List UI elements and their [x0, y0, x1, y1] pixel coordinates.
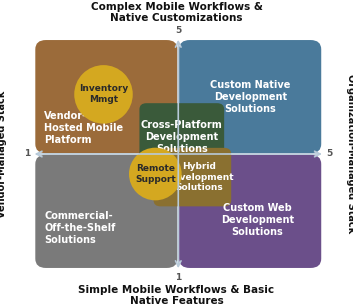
FancyBboxPatch shape: [35, 155, 178, 268]
Ellipse shape: [74, 65, 133, 124]
Text: Hybrid
Development
Solutions: Hybrid Development Solutions: [166, 162, 233, 192]
Text: Inventory
Mmgt: Inventory Mmgt: [79, 84, 128, 104]
FancyBboxPatch shape: [139, 103, 224, 171]
Text: Simple Mobile Workflows & Basic
Native Features: Simple Mobile Workflows & Basic Native F…: [78, 285, 275, 306]
Text: Custom Web
Development
Solutions: Custom Web Development Solutions: [221, 203, 294, 237]
Text: Organization-Managed Stack: Organization-Managed Stack: [346, 74, 353, 234]
Text: 5: 5: [175, 26, 181, 35]
FancyBboxPatch shape: [35, 40, 178, 153]
Ellipse shape: [129, 148, 182, 201]
Text: Vendor-
Hosted Mobile
Platform: Vendor- Hosted Mobile Platform: [44, 111, 123, 145]
Text: Vendor-Managed Stack: Vendor-Managed Stack: [0, 90, 7, 218]
Text: 5: 5: [327, 149, 333, 159]
Text: 1: 1: [24, 149, 30, 159]
Text: Cross-Platform
Development
Solutions: Cross-Platform Development Solutions: [141, 120, 223, 154]
Text: Custom Native
Development
Solutions: Custom Native Development Solutions: [210, 80, 291, 114]
Text: 1: 1: [175, 273, 181, 282]
Text: Commercial-
Off-the-Shelf
Solutions: Commercial- Off-the-Shelf Solutions: [44, 211, 115, 245]
FancyBboxPatch shape: [154, 148, 231, 206]
Text: Remote
Support: Remote Support: [135, 164, 176, 184]
FancyBboxPatch shape: [179, 155, 321, 268]
Text: Complex Mobile Workflows &
Native Customizations: Complex Mobile Workflows & Native Custom…: [91, 2, 262, 23]
FancyBboxPatch shape: [179, 40, 321, 153]
